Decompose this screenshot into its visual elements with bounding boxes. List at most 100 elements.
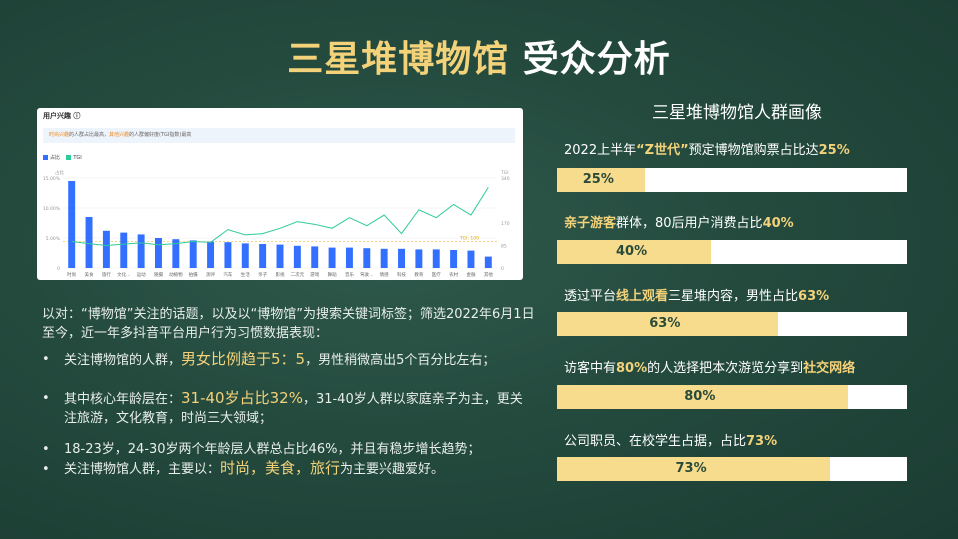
x-tick-label: 运动 bbox=[137, 271, 146, 278]
stat-text-3: 透过平台线上观看三星堆内容，男性占比63% bbox=[564, 285, 829, 304]
x-tick-label: 旅行 bbox=[102, 271, 111, 278]
b2-highlight: 31-40岁占比32% bbox=[181, 389, 303, 407]
page-title: 三星堆博物馆 受众分析 bbox=[0, 30, 958, 82]
bar-13 bbox=[293, 245, 301, 268]
x-tick-label: 科技 bbox=[397, 271, 406, 278]
stat-bar-fill-4 bbox=[557, 385, 848, 409]
x-tick-label: 随摄 bbox=[154, 271, 163, 278]
bar-4 bbox=[137, 234, 145, 268]
bullet-3-text: 18-23岁，24-30岁两个年龄层人群总占比46%，并且有稳步增长趋势； bbox=[64, 442, 481, 457]
x-tick-label: 情感 bbox=[380, 271, 389, 278]
x-tick-label: 二次元 bbox=[291, 271, 305, 278]
bullet-3: • bbox=[42, 442, 50, 457]
stat-4-hl: 80% bbox=[616, 361, 648, 376]
x-tick-label: 文化... bbox=[117, 271, 130, 278]
stat-4-pre: 访客中有 bbox=[564, 361, 617, 376]
stat-bar-pct-1: 25% bbox=[582, 172, 614, 187]
stat-2-val: 40% bbox=[762, 216, 794, 231]
b1-text-a: 关注博物馆的人群， bbox=[64, 353, 182, 368]
bar-17 bbox=[363, 248, 371, 268]
stat-2-mid: 群体，80后用户消费占比 bbox=[616, 216, 763, 231]
bar-8 bbox=[207, 241, 215, 268]
y-right-tick: 0 bbox=[501, 266, 504, 272]
stat-3-hl: 线上观看 bbox=[616, 289, 669, 304]
b2-text-b: ，31-40岁人群以家庭亲子为主，更关注旅游，文化教育，时尚三大领域； bbox=[64, 392, 523, 426]
stat-1-val: 25% bbox=[818, 143, 850, 158]
bar-23 bbox=[467, 250, 475, 268]
x-tick-label: 影视 bbox=[276, 271, 285, 278]
stat-bar-fill-1 bbox=[557, 168, 645, 192]
stat-text-4: 访客中有80%的人选择把本次游览分享到社交网络 bbox=[564, 357, 855, 376]
x-tick-label: 生活 bbox=[241, 271, 250, 278]
bar-24 bbox=[484, 256, 492, 268]
x-tick-label: 音乐 bbox=[345, 271, 354, 278]
bar-10 bbox=[241, 243, 249, 268]
bar-20 bbox=[415, 249, 423, 268]
y-right-tick: 170 bbox=[501, 221, 510, 227]
legend-label-line: TGI bbox=[73, 155, 82, 161]
x-tick-label: 舞蹈 bbox=[328, 271, 337, 278]
tgi-reference-label: TGI: 100 bbox=[459, 236, 479, 242]
b4-text-b: 为主要兴趣爱好。 bbox=[340, 462, 445, 477]
stat-3-mid: 三星堆内容，男性占比 bbox=[668, 289, 799, 304]
x-tick-label: 亲子 bbox=[258, 271, 267, 278]
stat-1-hl: “Z世代” bbox=[636, 143, 689, 158]
x-tick-label: 农村 bbox=[449, 271, 458, 278]
bar-22 bbox=[450, 250, 458, 268]
stat-bar-pct-4: 80% bbox=[684, 389, 716, 404]
x-tick-label: 汽车 bbox=[223, 271, 232, 278]
legend-label-bar: 占比 bbox=[50, 155, 61, 161]
bar-14 bbox=[311, 246, 319, 268]
bar-3 bbox=[120, 232, 128, 268]
y-left-tick: 0 bbox=[57, 266, 60, 272]
bullet-4-text: 关注博物馆人群，主要以：时尚，美食，旅行为主要兴趣爱好。 bbox=[64, 459, 534, 479]
y-right-axis-label: TGI bbox=[500, 170, 509, 176]
b2-text-a: 其中核心年龄层在： bbox=[64, 392, 182, 407]
b4-text-a: 关注博物馆人群，主要以： bbox=[64, 462, 221, 477]
chart-legend: 占比 TGI bbox=[43, 154, 82, 161]
x-tick-label: 拍摄 bbox=[189, 271, 198, 278]
stat-bar-pct-5: 73% bbox=[675, 461, 707, 476]
notice-text-2: 的人群偏好度(TGI指数)最高 bbox=[129, 132, 192, 138]
stat-text-2: 亲子游客群体，80后用户消费占比40% bbox=[564, 212, 794, 231]
y-left-axis-label: 占比 bbox=[55, 169, 64, 176]
x-tick-label: 动植物 bbox=[169, 271, 183, 278]
interest-chart: 15.00% 10.00% 5.00% 0 340 170 85 0 占比 TGI TGI: 100… bbox=[43, 169, 510, 278]
bar-7 bbox=[189, 240, 197, 268]
bar-1 bbox=[85, 217, 93, 268]
notice-text-1: 的人群占比最高， bbox=[69, 132, 110, 138]
stat-bar-fill-2 bbox=[557, 240, 711, 264]
bar-18 bbox=[380, 248, 388, 268]
stat-text-1: 2022上半年“Z世代”预定博物馆购票占比达25% bbox=[564, 139, 850, 158]
stat-bar-pct-3: 63% bbox=[649, 316, 681, 331]
bar-2 bbox=[102, 230, 110, 268]
x-tick-label: 金融 bbox=[466, 271, 475, 278]
y-left-tick: 15.00% bbox=[43, 176, 61, 182]
bar-11 bbox=[259, 244, 267, 268]
notice-highlight-2: 其他兴趣 bbox=[109, 132, 130, 138]
tgi-line bbox=[71, 186, 489, 247]
bar-16 bbox=[345, 247, 353, 268]
x-tick-label: 教育 bbox=[414, 271, 423, 278]
x-tick-label: 美食 bbox=[85, 271, 94, 278]
bar-15 bbox=[328, 247, 336, 268]
stat-3-pre: 透过平台 bbox=[564, 289, 617, 304]
stat-4-val: 社交网络 bbox=[803, 361, 856, 376]
stat-4-mid: 的人选择把本次游览分享到 bbox=[647, 361, 804, 376]
bar-12 bbox=[276, 244, 284, 268]
notice-highlight-1: 时尚兴趣 bbox=[49, 132, 70, 138]
stat-1-mid: 预定博物馆购票占比达 bbox=[688, 143, 819, 158]
y-left-tick: 10.00% bbox=[43, 206, 61, 212]
x-tick-label: 其他 bbox=[484, 271, 493, 278]
stat-3-val: 63% bbox=[798, 289, 830, 304]
title-rest: 受众分析 bbox=[522, 39, 671, 80]
bar-9 bbox=[224, 242, 232, 268]
bullet-1-text: 关注博物馆的人群，男女比例趋于5：5，男性稍微高出5个百分比左右； bbox=[64, 350, 534, 370]
legend-swatch-line bbox=[66, 155, 72, 160]
bullet-4: • bbox=[42, 462, 50, 477]
stat-5-val: 73% bbox=[746, 434, 778, 449]
stat-5-pre: 公司职员、在校学生占据，占比 bbox=[564, 434, 747, 449]
info-notice: 时尚兴趣的人群占比最高，其他兴趣的人群偏好度(TGI指数)最高 bbox=[43, 128, 515, 143]
b1-text-b: ，男性稍微高出5个百分比左右； bbox=[305, 353, 496, 368]
b4-highlight: 时尚，美食，旅行 bbox=[220, 459, 341, 477]
